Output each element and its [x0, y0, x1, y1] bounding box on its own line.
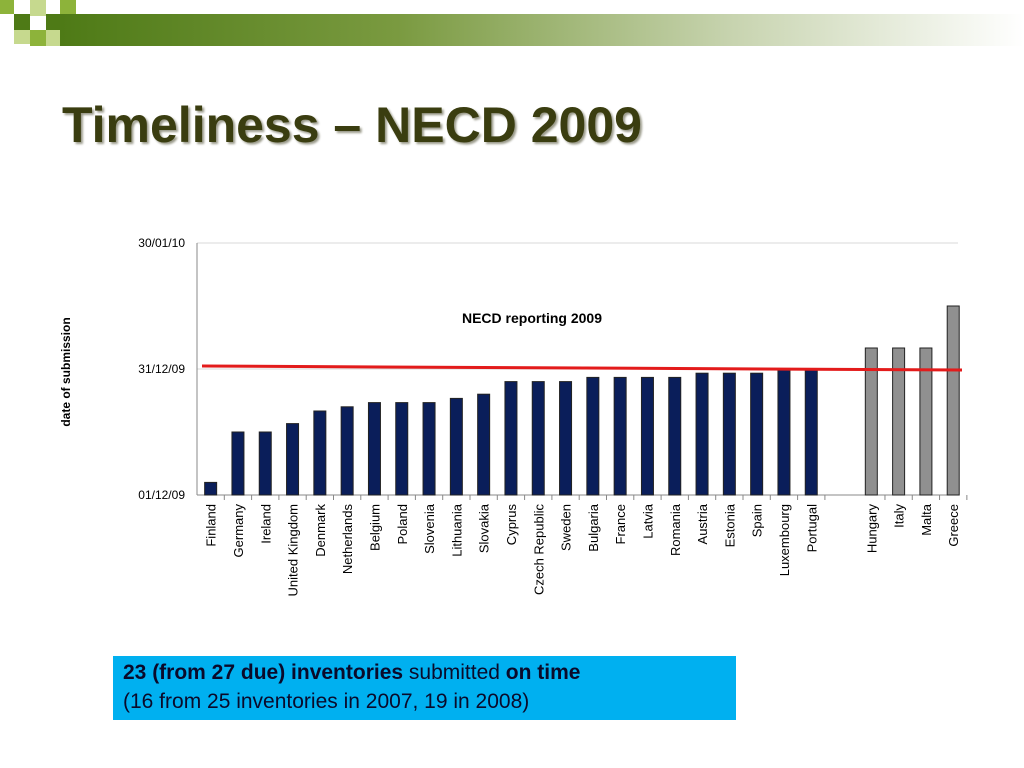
y-tick-label: 30/01/10: [138, 236, 185, 250]
header-square: [46, 14, 60, 30]
x-tick-label: Denmark: [313, 504, 328, 557]
x-tick-label: Cyprus: [504, 504, 519, 546]
x-tick-label: Greece: [946, 504, 961, 547]
bar-netherlands: [340, 406, 354, 496]
x-tick-label: Italy: [892, 504, 907, 528]
x-tick-label: Estonia: [722, 503, 737, 547]
x-tick-label: Germany: [231, 504, 246, 558]
x-tick-label: Malta: [919, 503, 934, 536]
page-title: Timeliness – NECD 2009: [62, 97, 642, 153]
y-tick-label: 01/12/09: [138, 488, 185, 502]
header-decoration: [0, 0, 1024, 46]
x-tick-label: Sweden: [559, 504, 574, 551]
bar-bulgaria: [586, 376, 600, 496]
header-square: [30, 30, 46, 46]
callout-line-2: (16 from 25 inventories in 2007, 19 in 2…: [123, 690, 530, 713]
bar-austria: [695, 372, 709, 496]
bar-malta: [919, 347, 933, 496]
bar-italy: [892, 347, 906, 496]
bar-spain: [750, 372, 764, 496]
bar-poland: [395, 402, 409, 496]
x-tick-label: Bulgaria: [586, 503, 601, 551]
x-tick-label: Luxembourg: [777, 504, 792, 576]
bar-sweden: [559, 381, 573, 496]
x-tick-label: Spain: [750, 504, 765, 537]
bar-lithuania: [449, 397, 463, 496]
callout-submitted: submitted: [403, 661, 506, 684]
x-tick-label: Belgium: [367, 504, 382, 551]
bar-germany: [231, 431, 245, 496]
bar-finland: [204, 481, 218, 496]
x-tick-label: Slovenia: [422, 503, 437, 554]
x-tick-label: France: [613, 504, 628, 544]
x-tick-label: Portugal: [804, 504, 819, 553]
bar-luxembourg: [777, 368, 791, 496]
deadline-line: [201, 364, 963, 372]
x-tick-label: Finland: [204, 504, 219, 547]
x-tick-label: Netherlands: [340, 504, 355, 575]
header-gradient-bar: [60, 14, 1024, 46]
bar-chart: 01/12/09 31/12/09 30/01/10 NECD reporting 2…: [138, 236, 968, 597]
x-tick-label: Czech Republic: [531, 504, 546, 596]
bar-latvia: [640, 376, 654, 496]
x-tick-label: Latvia: [640, 503, 655, 538]
x-tick-label: Lithuania: [449, 503, 464, 557]
x-tick-label: Austria: [695, 503, 710, 544]
bar-slovakia: [477, 393, 491, 496]
bar-belgium: [367, 402, 381, 496]
callout-on-time: on time: [505, 661, 581, 684]
y-axis-label: date of submission: [59, 317, 73, 427]
bar-hungary: [864, 347, 878, 496]
bar-greece: [946, 305, 960, 496]
bar-estonia: [722, 372, 736, 496]
x-tick-label: Ireland: [258, 504, 273, 544]
bar-portugal: [804, 368, 818, 496]
bar-cyprus: [504, 381, 518, 496]
bar-czech-republic: [531, 381, 545, 496]
x-tick-label: Slovakia: [477, 503, 492, 553]
header-square: [0, 0, 14, 14]
x-tick-label: Romania: [668, 503, 683, 556]
bar-ireland: [258, 431, 272, 496]
header-square: [60, 0, 76, 14]
x-tick-label: Poland: [395, 504, 410, 544]
bar-romania: [668, 376, 682, 496]
bar-denmark: [313, 410, 327, 496]
callout-count: 23 (from 27 due) inventories: [123, 661, 404, 684]
x-tick-label: United Kingdom: [286, 504, 301, 597]
bar-united-kingdom: [286, 423, 300, 496]
chart-title: NECD reporting 2009: [462, 310, 602, 326]
y-tick-label: 31/12/09: [138, 362, 185, 376]
callout-line-1: 23 (from 27 due) inventories submitted o…: [123, 658, 726, 687]
bar-france: [613, 376, 627, 496]
header-square: [14, 30, 30, 44]
header-square: [30, 0, 46, 16]
header-square: [46, 30, 60, 46]
x-tick-label: Hungary: [864, 504, 879, 554]
bar-slovenia: [422, 402, 436, 496]
header-square: [14, 14, 30, 30]
summary-callout: 23 (from 27 due) inventories submitted o…: [113, 656, 736, 720]
